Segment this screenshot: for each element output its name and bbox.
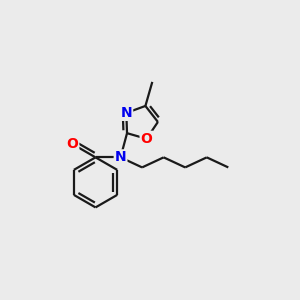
Text: O: O bbox=[66, 137, 78, 151]
Text: O: O bbox=[141, 132, 152, 146]
Text: N: N bbox=[121, 106, 132, 120]
Text: N: N bbox=[115, 150, 126, 164]
